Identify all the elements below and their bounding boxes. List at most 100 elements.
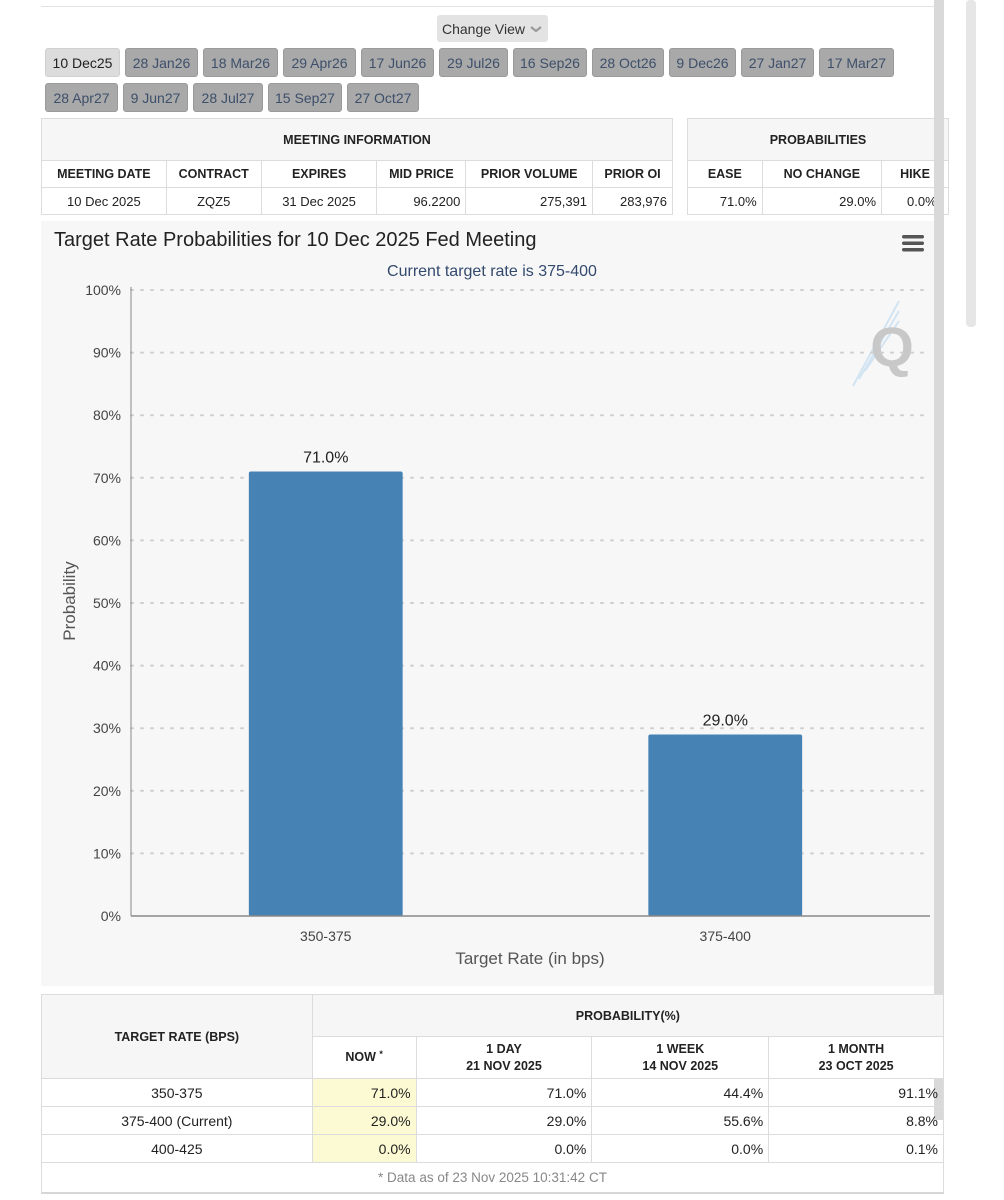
one-day-cell: 29.0% (415, 1106, 593, 1135)
tab-9-jun27[interactable]: 9 Jun27 (123, 83, 188, 112)
probability-header: PROBABILITY(%) (311, 994, 945, 1037)
one-month-cell: 0.1% (768, 1134, 944, 1163)
x-axis-title: Target Rate (in bps) (455, 949, 604, 968)
tab-label: 27 Jan27 (748, 54, 807, 71)
y-tick-label: 60% (93, 532, 121, 548)
watermark-text: Q (870, 315, 914, 378)
probability-chart: Target Rate Probabilities for 10 Dec 202… (41, 221, 934, 986)
now-cell: 29.0% (311, 1106, 417, 1135)
tab-label: 18 Mar26 (210, 54, 271, 71)
x-tick-label: 375-400 (700, 928, 752, 944)
one-week-header: 1 WEEK 14 NOV 2025 (591, 1036, 770, 1079)
column-header: CONTRACT (165, 160, 262, 188)
prior-volume-value: 275,391 (465, 187, 594, 215)
tab-15-sep27[interactable]: 15 Sep27 (268, 83, 342, 112)
tab-label: 9 Jun27 (130, 89, 181, 106)
tab-9-dec26[interactable]: 9 Dec26 (669, 48, 736, 77)
one-week-cell: 55.6% (591, 1106, 770, 1135)
expires-value: 31 Dec 2025 (260, 187, 378, 215)
column-header: MEETING DATE (41, 160, 167, 188)
one-day-cell: 71.0% (415, 1078, 593, 1107)
one-week-cell: 0.0% (591, 1134, 770, 1163)
data-label: 71.0% (303, 450, 348, 467)
now-cell: 0.0% (311, 1134, 417, 1163)
tab-29-apr26[interactable]: 29 Apr26 (283, 48, 356, 77)
y-tick-labels: 0% 10% 20% 30% 40% 50% 60% 70% 80% 90% 100% (85, 282, 121, 924)
meeting-information-table: MEETING INFORMATION MEETING DATE CONTRAC… (41, 118, 673, 215)
column-header: EXPIRES (260, 160, 378, 188)
column-header: MID PRICE (376, 160, 467, 188)
vertical-scrollbar-track[interactable] (934, 0, 944, 1120)
one-week-cell: 44.4% (591, 1078, 770, 1107)
now-header-label: NOW (345, 1050, 376, 1064)
no-change-value: 29.0% (761, 187, 883, 215)
tab-label: 28 Oct26 (599, 54, 657, 71)
ease-value: 71.0% (687, 187, 763, 215)
tab-16-sep26[interactable]: 16 Sep26 (513, 48, 587, 77)
chevron-down-icon (530, 25, 542, 32)
tab-10-dec25[interactable]: 10 Dec25 (45, 48, 120, 77)
one-day-header: 1 DAY 21 NOV 2025 (415, 1036, 593, 1079)
y-tick-label: 20% (93, 783, 121, 799)
x-tick-label: 350-375 (300, 928, 352, 944)
bar-375-400[interactable] (648, 734, 803, 916)
column-header: EASE (687, 160, 763, 188)
y-tick-label: 80% (93, 407, 121, 423)
tab-28-apr27[interactable]: 28 Apr27 (45, 83, 118, 112)
one-day-date: 21 NOV 2025 (466, 1058, 542, 1073)
data-labels: 71.0% 29.0% (303, 450, 748, 730)
tab-29-jul26[interactable]: 29 Jul26 (439, 48, 508, 77)
change-view-label: Change View (441, 20, 526, 37)
table-row: 400-425 0.0% 0.0% 0.0% 0.1% (41, 1134, 944, 1163)
tab-18-mar26[interactable]: 18 Mar26 (203, 48, 278, 77)
tab-17-jun26[interactable]: 17 Jun26 (361, 48, 434, 77)
target-rate-header: TARGET RATE (BPS) (41, 994, 313, 1079)
y-tick-label: 70% (93, 470, 121, 486)
tab-27-oct27[interactable]: 27 Oct27 (347, 83, 419, 112)
tab-17-mar27[interactable]: 17 Mar27 (819, 48, 894, 77)
tab-27-jan27[interactable]: 27 Jan27 (741, 48, 814, 77)
one-week-label: 1 WEEK (656, 1041, 705, 1056)
tab-28-oct26[interactable]: 28 Oct26 (592, 48, 664, 77)
target-rate-cell: 375-400 (Current) (41, 1106, 313, 1135)
column-header: PRIOR VOLUME (465, 160, 594, 188)
change-view-button[interactable]: Change View (437, 15, 548, 42)
now-cell: 71.0% (311, 1078, 417, 1107)
page-scrollbar-thumb[interactable] (966, 0, 976, 327)
probabilities-table: PROBABILITIES EASE NO CHANGE HIKE 71.0% … (687, 118, 949, 215)
y-tick-label: 0% (101, 908, 121, 924)
tab-label: 29 Jul26 (447, 54, 500, 71)
tab-label: 28 Jul27 (201, 89, 255, 106)
column-header: NO CHANGE (761, 160, 883, 188)
bar-350-375[interactable] (248, 471, 403, 916)
y-tick-label: 10% (93, 845, 121, 861)
target-rate-probability-table: TARGET RATE (BPS) PROBABILITY(%) NOW * 1… (41, 994, 945, 1194)
tab-label: 16 Sep26 (520, 54, 580, 71)
column-header: PRIOR OI (592, 160, 673, 188)
probabilities-title: PROBABILITIES (687, 118, 949, 161)
grid-layer (130, 289, 931, 855)
one-day-cell: 0.0% (415, 1134, 593, 1163)
meeting-information-title: MEETING INFORMATION (41, 118, 673, 161)
chart-svg: Target Rate Probabilities for 10 Dec 202… (54, 229, 931, 968)
tab-28-jan26[interactable]: 28 Jan26 (125, 48, 198, 77)
chart-title: Target Rate Probabilities for 10 Dec 202… (54, 229, 537, 251)
data-label: 29.0% (703, 712, 748, 729)
one-month-cell: 91.1% (768, 1078, 944, 1107)
target-rate-cell: 350-375 (41, 1078, 313, 1107)
tab-label: 17 Jun26 (368, 54, 427, 71)
mid-price-value: 96.2200 (376, 187, 467, 215)
tab-28-jul27[interactable]: 28 Jul27 (193, 83, 263, 112)
x-tick-labels: 350-375 375-400 (300, 928, 751, 944)
tab-label: 9 Dec26 (676, 54, 729, 71)
tab-label: 15 Sep27 (275, 89, 335, 106)
top-divider (41, 6, 934, 7)
one-month-date: 23 OCT 2025 (818, 1058, 894, 1073)
chart-subtitle: Current target rate is 375-400 (387, 263, 597, 280)
one-month-label: 1 MONTH (827, 1041, 885, 1056)
now-footnote-marker: * (379, 1049, 383, 1059)
hamburger-menu-icon[interactable] (902, 235, 924, 252)
y-tick-label: 30% (93, 720, 121, 736)
watermark-q-logo: Q (852, 300, 914, 387)
one-day-label: 1 DAY (486, 1041, 522, 1056)
